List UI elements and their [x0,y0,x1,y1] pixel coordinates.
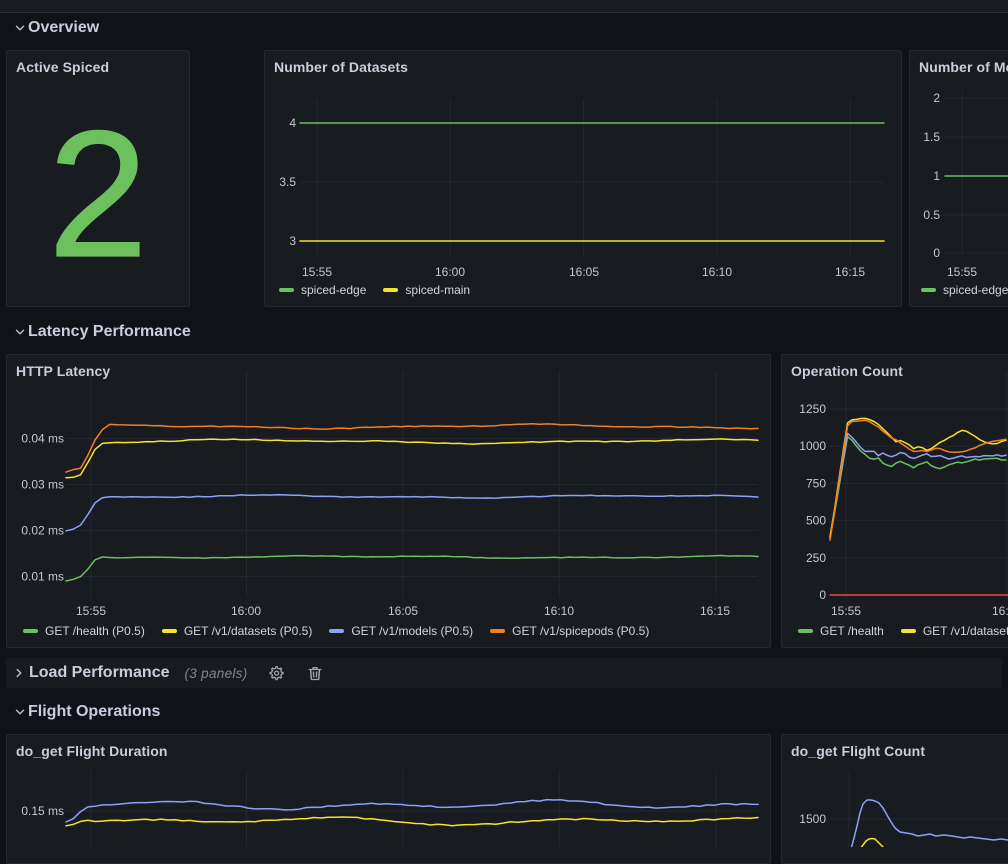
svg-text:750: 750 [806,476,826,490]
svg-text:0: 0 [933,246,940,260]
svg-text:16:05: 16:05 [569,265,599,279]
svg-text:0.5: 0.5 [923,208,940,222]
svg-text:1000: 1000 [799,439,826,453]
svg-text:16:15: 16:15 [700,604,730,618]
svg-text:15:55: 15:55 [302,265,332,279]
svg-text:0.02 ms: 0.02 ms [21,524,64,538]
svg-text:1.5: 1.5 [923,130,940,144]
svg-text:16:00: 16:00 [435,265,465,279]
svg-text:1250: 1250 [799,402,826,416]
svg-text:16:00: 16:00 [231,604,261,618]
svg-text:250: 250 [806,551,826,565]
svg-text:0.04 ms: 0.04 ms [21,432,64,446]
svg-text:15:55: 15:55 [947,265,977,279]
svg-text:1: 1 [933,169,940,183]
svg-text:3: 3 [289,234,296,248]
svg-text:2: 2 [933,91,940,105]
svg-text:16:00: 16:00 [992,604,1008,618]
svg-text:500: 500 [806,514,826,528]
svg-text:0: 0 [819,588,826,602]
svg-text:3.5: 3.5 [279,175,296,189]
svg-text:16:05: 16:05 [388,604,418,618]
svg-text:4: 4 [289,116,296,130]
svg-text:16:10: 16:10 [702,265,732,279]
svg-text:0.15 ms: 0.15 ms [21,804,64,818]
svg-text:16:15: 16:15 [835,265,865,279]
svg-text:0.01 ms: 0.01 ms [21,570,64,584]
svg-text:1500: 1500 [799,812,826,826]
svg-text:15:55: 15:55 [831,604,861,618]
svg-text:15:55: 15:55 [76,604,106,618]
svg-text:16:10: 16:10 [544,604,574,618]
svg-text:0.03 ms: 0.03 ms [21,478,64,492]
